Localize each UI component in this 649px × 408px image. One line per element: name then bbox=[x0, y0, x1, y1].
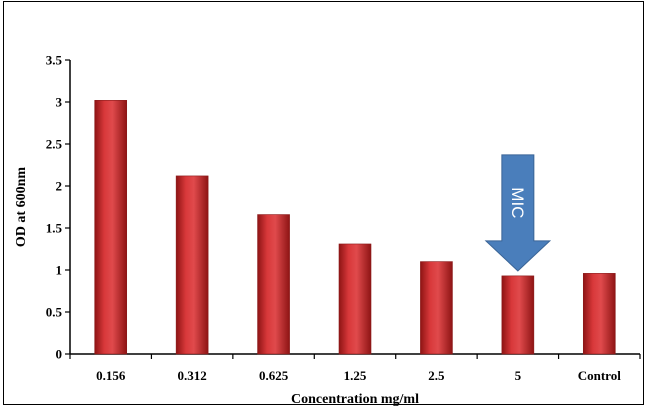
y-tick-label: 1.5 bbox=[46, 221, 63, 236]
bar-1.25 bbox=[338, 243, 372, 355]
bar-0.156 bbox=[94, 100, 128, 355]
down-arrow-icon bbox=[484, 154, 552, 272]
x-tick-label: 1.25 bbox=[344, 368, 367, 383]
chart-bars bbox=[94, 100, 616, 355]
x-tick-label: 0.625 bbox=[259, 368, 289, 383]
y-tick-label: 2.5 bbox=[46, 137, 63, 152]
y-tick-label: 1 bbox=[56, 263, 63, 278]
y-tick-label: 3 bbox=[56, 95, 63, 110]
x-tick-label: 0.312 bbox=[178, 368, 207, 383]
bar-0.625 bbox=[257, 214, 290, 355]
x-axis-label: Concentration mg/ml bbox=[291, 392, 419, 407]
y-axis-label: OD at 600nm bbox=[14, 167, 29, 247]
y-tick-label: 0 bbox=[56, 347, 63, 362]
bar-5 bbox=[501, 275, 535, 355]
y-tick-label: 3.5 bbox=[46, 53, 63, 68]
x-tick-label: 0.156 bbox=[96, 368, 126, 383]
y-tick-label: 2 bbox=[56, 179, 63, 194]
x-tick-label: Control bbox=[578, 368, 621, 383]
bar-control bbox=[582, 273, 616, 355]
x-tick-labels: 0.156 0.312 0.625 1.25 2.5 5 Control bbox=[96, 368, 621, 383]
x-tick-label: 5 bbox=[515, 368, 522, 383]
mic-label: MIC bbox=[508, 187, 527, 218]
y-tick-label: 0.5 bbox=[46, 305, 63, 320]
x-tick-label: 2.5 bbox=[428, 368, 445, 383]
bar-0.312 bbox=[175, 175, 209, 355]
bar-2.5 bbox=[420, 261, 453, 355]
mic-annotation: MIC bbox=[484, 154, 552, 272]
y-tick-labels: 0 0.5 1 1.5 2 2.5 3 3.5 bbox=[46, 53, 63, 362]
